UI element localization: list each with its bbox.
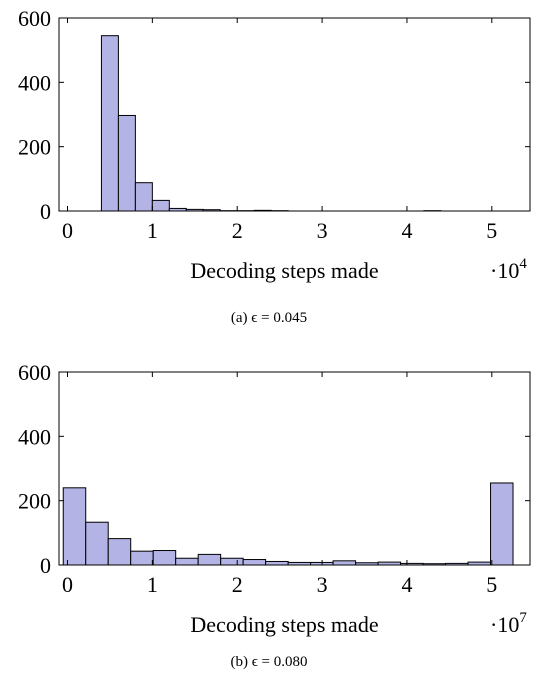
x-tick-label: 3	[317, 572, 328, 597]
y-tick-label: 400	[18, 70, 51, 95]
histogram-bar	[107, 538, 132, 566]
y-tick-label: 600	[18, 6, 51, 31]
x-tick-label: 4	[401, 218, 412, 243]
x-tick-label: 0	[62, 572, 73, 597]
y-tick-label: 600	[18, 360, 51, 385]
y-tick-label: 0	[40, 199, 51, 224]
x-tick-label: 3	[317, 218, 328, 243]
x-axis-multiplier-exponent: 4	[519, 256, 527, 272]
x-axis-multiplier: ·104	[490, 256, 527, 283]
x-axis-multiplier-base: ·10	[490, 258, 519, 283]
histogram-bar	[100, 35, 119, 212]
x-tick-label: 1	[147, 218, 158, 243]
histogram-bar	[197, 553, 222, 566]
histogram-bar	[130, 550, 154, 566]
plot-frame	[58, 371, 531, 566]
histogram-bar	[152, 550, 177, 566]
y-tick-label: 400	[18, 424, 51, 449]
histogram-bar	[220, 557, 244, 566]
histogram-bar	[175, 557, 199, 566]
y-tick-label: 0	[40, 553, 51, 578]
histogram-bar	[134, 182, 153, 212]
histogram-bar	[242, 559, 267, 566]
subfigure-caption: (a) ϵ = 0.045	[231, 310, 307, 326]
x-axis-multiplier-base: ·10	[490, 612, 519, 637]
plot-frame	[58, 17, 531, 212]
histogram-bar	[265, 560, 289, 566]
histogram-bar	[117, 114, 136, 212]
histogram-bar	[85, 521, 109, 566]
x-axis-title: Decoding steps made	[190, 612, 378, 637]
y-tick-label: 200	[18, 489, 51, 514]
x-tick-label: 5	[486, 572, 497, 597]
subfigure-caption: (b) ϵ = 0.080	[230, 654, 307, 670]
x-tick-label: 2	[232, 572, 243, 597]
histogram-bar	[490, 482, 514, 566]
histogram-panel-b: 0 1 2 3 4 5 0 200 400 600 Decoding steps made ·107 (…	[18, 360, 531, 670]
histogram-bar	[62, 487, 87, 566]
x-tick-label: 2	[232, 218, 243, 243]
x-tick-label: 0	[62, 218, 73, 243]
x-axis-title: Decoding steps made	[190, 258, 378, 283]
x-tick-label: 4	[401, 572, 412, 597]
x-tick-label: 1	[147, 572, 158, 597]
x-axis-multiplier-exponent: 7	[519, 610, 527, 626]
x-tick-label: 5	[486, 218, 497, 243]
histogram-bar	[151, 199, 170, 212]
x-axis-multiplier: ·107	[490, 610, 527, 637]
y-tick-label: 200	[18, 135, 51, 160]
histogram-bar	[332, 560, 357, 566]
